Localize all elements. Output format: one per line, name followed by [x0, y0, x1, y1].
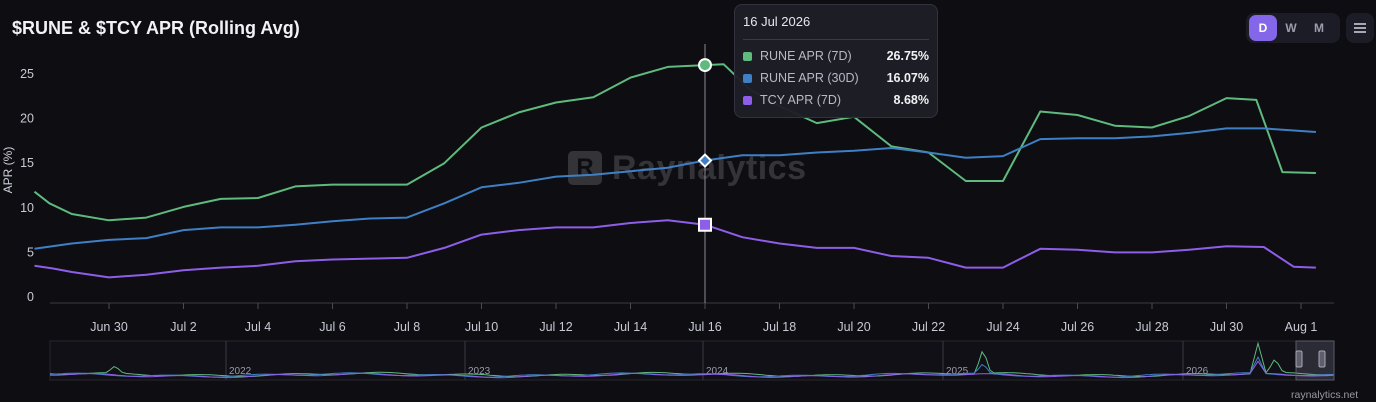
timeframe-week-button[interactable]: W	[1285, 21, 1297, 35]
main-chart[interactable]: APR (%) 0 5 10 15 20 25 Jun 30 Jul 2 Jul 4 Jul 6 Ju…	[0, 0, 1376, 340]
y-tick-label: 15	[20, 156, 34, 170]
hover-marker	[698, 58, 712, 73]
tooltip-label: RUNE APR (7D)	[760, 49, 852, 63]
timeframe-day-button[interactable]: D	[1249, 15, 1277, 41]
watermark-letter: R	[568, 151, 602, 185]
y-tick-label: 20	[20, 112, 34, 126]
x-tick-label: Jul 14	[614, 320, 647, 334]
x-tick-label: Jul 6	[319, 320, 345, 334]
tooltip-row: RUNE APR (7D) 26.75%	[743, 48, 929, 66]
x-tick-label: Jul 24	[986, 320, 1019, 334]
timeframe-toggle: D W M	[1246, 13, 1340, 43]
x-tick-label: Jul 2	[170, 320, 196, 334]
legend-swatch	[743, 96, 752, 105]
x-tick-label: Jul 12	[539, 320, 572, 334]
x-tick-label: Aug 1	[1285, 320, 1318, 334]
x-tick-label: Jun 30	[90, 320, 128, 334]
tooltip-row: RUNE APR (30D) 16.07%	[743, 70, 929, 88]
tooltip-label: TCY APR (7D)	[760, 93, 842, 107]
navigator-handle	[1295, 350, 1303, 368]
x-tick-label: Jul 16	[688, 320, 721, 334]
navigator-year-label: 2023	[468, 366, 491, 377]
navigator-series-line	[49, 355, 1334, 378]
navigator-handle	[1318, 350, 1326, 368]
y-tick-label: 10	[20, 201, 34, 215]
y-tick-label: 5	[27, 245, 34, 259]
tooltip-row: TCY APR (7D) 8.68%	[743, 92, 929, 110]
x-tick-label: Jul 20	[837, 320, 870, 334]
hover-marker	[697, 153, 713, 168]
series-line	[33, 63, 1316, 222]
y-axis-label: APR (%)	[1, 147, 15, 194]
hover-marker	[698, 217, 712, 232]
x-tick-label: Jul 10	[465, 320, 498, 334]
x-tick-label: Jul 18	[763, 320, 796, 334]
tooltip-value: 8.68%	[893, 93, 929, 107]
x-tick-label: Jul 30	[1210, 320, 1243, 334]
navigator-year-label: 2025	[946, 366, 969, 377]
tooltip-date: 16 Jul 2026	[743, 14, 811, 29]
tooltip-divider	[743, 39, 929, 40]
navigator-year-label: 2026	[1186, 366, 1209, 377]
navigator-series-line	[50, 360, 1335, 379]
navigator-year-label: 2022	[229, 366, 252, 377]
y-tick-label: 25	[20, 67, 34, 81]
x-tick-label: Jul 4	[245, 320, 271, 334]
legend-swatch	[743, 52, 752, 61]
tooltip: 16 Jul 2026 RUNE APR (7D) 26.75% RUNE AP…	[734, 4, 938, 118]
tooltip-label: RUNE APR (30D)	[760, 71, 859, 85]
series-line	[34, 127, 1316, 250]
tooltip-value: 16.07%	[886, 71, 929, 85]
chart-title: $RUNE & $TCY APR (Rolling Avg)	[12, 18, 300, 38]
x-tick-label: Jul 8	[394, 320, 420, 334]
y-tick-label: 0	[27, 290, 34, 304]
hamburger-menu-icon[interactable]	[1346, 13, 1374, 43]
navigator-year-label: 2024	[706, 366, 729, 377]
x-tick-label: Jul 22	[912, 320, 945, 334]
x-tick-label: Jul 28	[1135, 320, 1168, 334]
footer-domain: raynalytics.net	[1291, 389, 1359, 401]
x-tick-label: Jul 26	[1061, 320, 1094, 334]
series-line	[34, 219, 1316, 279]
legend-swatch	[743, 74, 752, 83]
timeframe-month-button[interactable]: M	[1314, 21, 1324, 35]
tooltip-value: 26.75%	[886, 49, 929, 63]
